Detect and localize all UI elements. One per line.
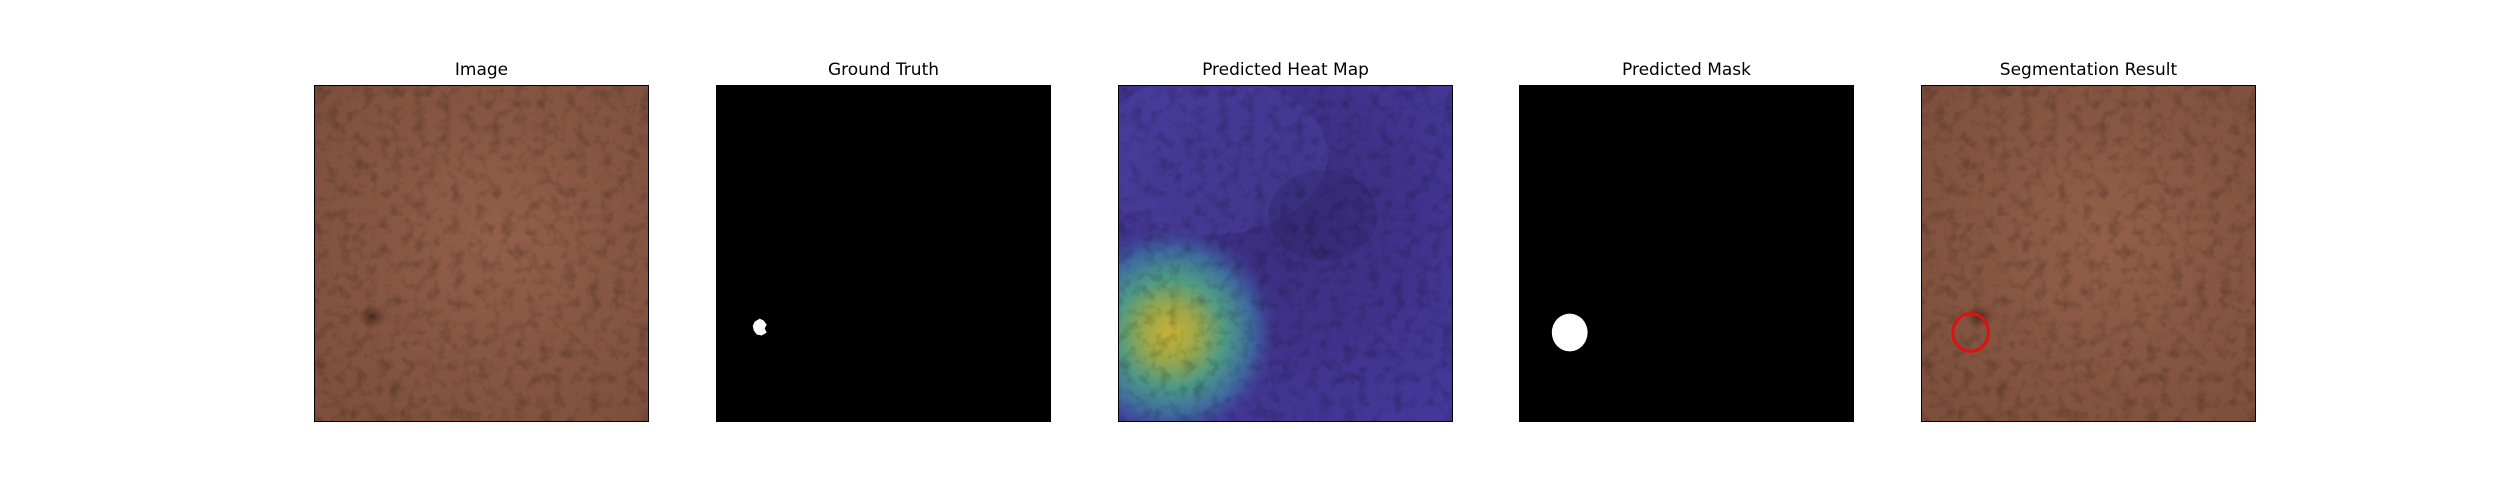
panel-title-predicted-mask: Predicted Mask	[1622, 60, 1751, 80]
segmentation-outline	[1951, 312, 1991, 353]
panel-title-segmentation-result: Segmentation Result	[1999, 60, 2178, 80]
image-panel	[314, 85, 649, 422]
predicted-mask-panel	[1519, 85, 1854, 422]
panel-title-image: Image	[454, 60, 509, 80]
predicted-mask-blob	[1551, 313, 1588, 352]
predicted-mask	[1520, 86, 1853, 421]
ground-truth-mask	[717, 86, 1050, 421]
segmentation-result-panel	[1921, 85, 2256, 422]
heat-map-overlay	[1119, 86, 1452, 421]
ground-truth-blob	[752, 318, 767, 336]
panel-title-ground-truth: Ground Truth	[827, 60, 940, 80]
leather-image	[315, 86, 648, 421]
segmentation-result-image	[1922, 86, 2255, 421]
panel-title-heat-map: Predicted Heat Map	[1202, 60, 1369, 80]
ground-truth-panel	[716, 85, 1051, 422]
heat-map-panel	[1118, 85, 1453, 422]
